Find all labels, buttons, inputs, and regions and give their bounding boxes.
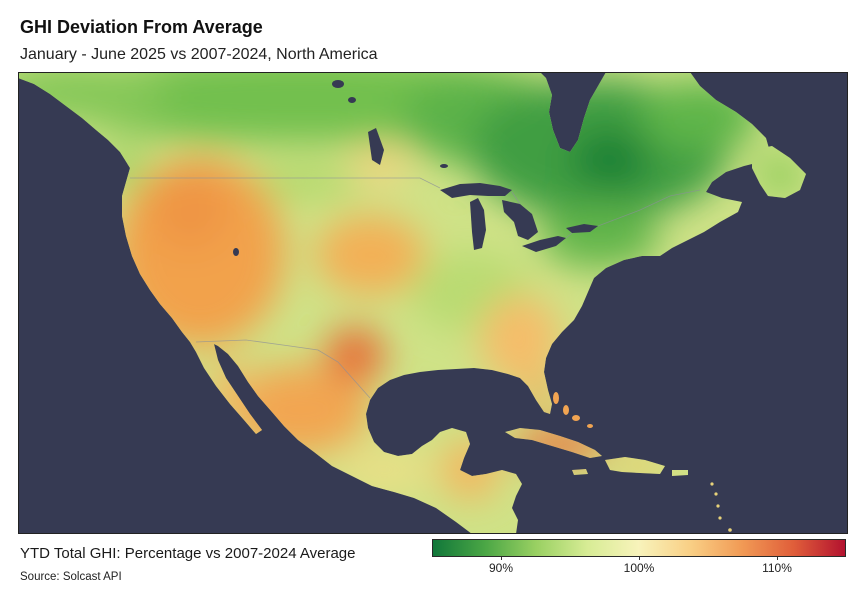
source-credit: Source: Solcast API <box>20 571 122 583</box>
island <box>587 424 593 428</box>
colorbar-title: YTD Total GHI: Percentage vs 2007-2024 A… <box>20 545 356 562</box>
great-salt-lake <box>233 248 239 256</box>
island <box>553 392 559 404</box>
colorbar-tick-mark <box>500 557 502 560</box>
bahamas-islands <box>553 392 593 428</box>
island <box>563 405 569 415</box>
island <box>716 504 720 508</box>
ghi-shading-region <box>570 130 650 190</box>
lake <box>332 80 344 88</box>
colorbar-tick-mark <box>639 557 640 560</box>
colorbar-tick-mark <box>777 557 778 560</box>
colorbar-tick-label: 100% <box>623 561 655 575</box>
ghi-shading-region <box>240 164 360 200</box>
us-canada-border <box>130 177 701 239</box>
ghi-shading-region <box>480 295 560 385</box>
lake-winnipeg <box>368 128 384 165</box>
colorbar-scale: 90% 100% 110% <box>432 539 846 575</box>
ghi-shading-region <box>755 150 805 200</box>
island <box>572 415 580 421</box>
island-puerto-rico <box>672 470 688 476</box>
ghi-shading-region <box>540 208 660 268</box>
ghi-shading-region <box>325 327 385 383</box>
lake <box>348 97 356 103</box>
colorbar <box>432 539 846 557</box>
map-panel <box>18 72 848 534</box>
lake <box>440 164 448 168</box>
lake-ontario <box>566 224 598 233</box>
ghi-shading-region <box>315 215 425 295</box>
north-america-ghi-map <box>19 73 847 533</box>
ghi-shading-region <box>150 170 230 250</box>
island <box>710 482 714 486</box>
island-jamaica <box>572 469 588 475</box>
lake-superior <box>440 183 512 198</box>
us-mexico-border <box>195 339 371 399</box>
lakes <box>233 80 598 256</box>
lesser-antilles-islands <box>710 482 732 532</box>
island <box>718 516 722 520</box>
colorbar-tick-label: 90% <box>488 561 513 575</box>
island <box>728 528 732 532</box>
map-title: GHI Deviation From Average <box>20 17 263 37</box>
colorbar-tick-label: 110% <box>762 561 792 575</box>
lake-michigan <box>470 198 486 250</box>
island <box>714 492 718 496</box>
map-subtitle: January - June 2025 vs 2007-2024, North … <box>20 46 378 63</box>
lake-erie <box>522 236 566 252</box>
country-borders <box>130 177 701 399</box>
lake-huron <box>502 200 538 240</box>
